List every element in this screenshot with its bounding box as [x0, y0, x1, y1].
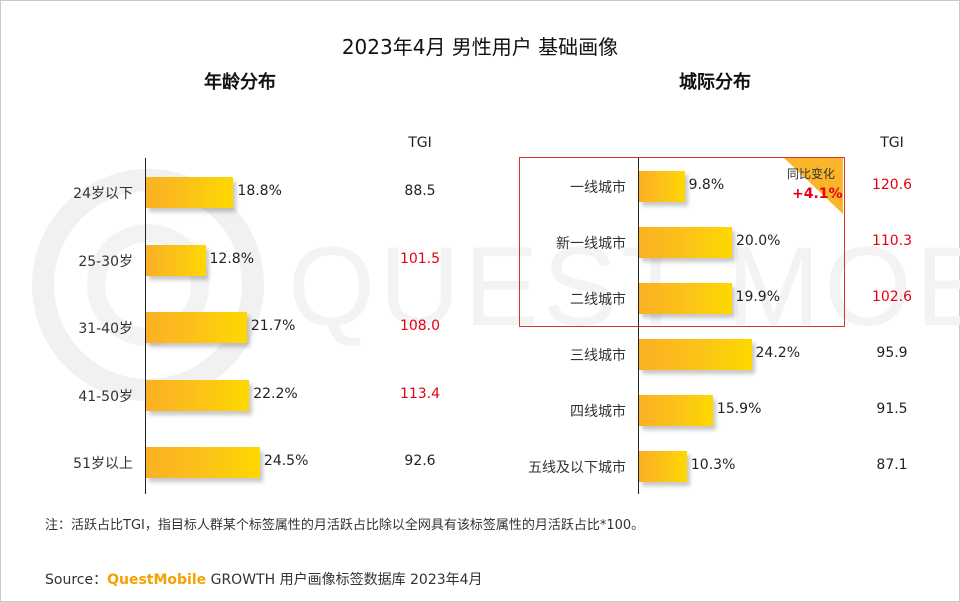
footnote: 注：活跃占比TGI，指目标人群某个标签属性的月活跃占比除以全网具有该标签属性的月… — [45, 518, 645, 533]
source-line: Source：QuestMobile GROWTH 用户画像标签数据库 2023… — [45, 569, 483, 589]
left-tgi-value: 88.5 — [404, 183, 436, 199]
left-tgi-value: 113.4 — [399, 385, 441, 402]
left-bar — [146, 244, 206, 276]
left-bar — [146, 447, 260, 478]
right-value-label: 10.3% — [690, 457, 736, 473]
left-value-label: 22.2% — [253, 385, 298, 402]
source-text: GROWTH 用户画像标签数据库 2023年4月 — [206, 572, 483, 588]
left-bar — [146, 379, 250, 411]
right-tgi-value: 95.9 — [876, 345, 908, 361]
right-tgi-value: 110.3 — [871, 233, 913, 249]
right-category-label: 一线城市 — [570, 180, 626, 196]
right-chart-title: 城际分布 — [679, 72, 751, 93]
right-tgi-value: 87.1 — [876, 457, 908, 473]
right-category-label: 新一线城市 — [556, 236, 626, 252]
right-tgi-value: 102.6 — [871, 289, 913, 305]
right-category-label: 二线城市 — [570, 292, 626, 308]
right-bar — [639, 171, 685, 202]
right-value-label: 9.8% — [688, 177, 725, 193]
left-tgi-value: 108.0 — [399, 318, 441, 334]
left-tgi-header: TGI — [408, 135, 432, 151]
left-tgi-value: 92.6 — [404, 453, 436, 469]
left-category-label: 24岁以下 — [73, 186, 133, 202]
right-bar — [639, 451, 687, 482]
right-value-label: 24.2% — [755, 345, 800, 361]
left-category-label: 41-50岁 — [78, 388, 133, 405]
right-category-label: 四线城市 — [570, 404, 626, 420]
highlight-box — [519, 157, 845, 327]
left-chart-title: 年龄分布 — [204, 72, 276, 93]
left-category-label: 31-40岁 — [78, 321, 133, 337]
right-bar — [639, 283, 732, 314]
left-value-label: 18.8% — [237, 183, 282, 199]
yoy-corner-triangle — [784, 158, 843, 214]
right-value-label: 15.9% — [716, 401, 762, 417]
right-axis-line — [638, 158, 639, 494]
right-bar — [639, 395, 713, 426]
left-bar — [146, 312, 247, 343]
yoy-value: +4.1% — [792, 186, 843, 202]
right-tgi-value: 91.5 — [876, 401, 908, 417]
source-prefix: Source： — [45, 572, 108, 588]
left-axis-line — [145, 158, 146, 494]
right-bar — [639, 339, 752, 370]
left-bar — [146, 177, 234, 208]
left-value-label: 21.7% — [250, 318, 296, 334]
right-value-label: 20.0% — [736, 233, 781, 249]
left-tgi-value: 101.5 — [399, 250, 441, 267]
chart-title: 2023年4月 男性用户 基础画像 — [341, 35, 619, 59]
right-tgi-value: 120.6 — [871, 177, 913, 193]
left-category-label: 25-30岁 — [78, 253, 133, 270]
right-value-label: 19.9% — [735, 289, 781, 305]
left-value-label: 24.5% — [263, 453, 309, 469]
right-category-label: 三线城市 — [570, 348, 626, 364]
right-tgi-header: TGI — [880, 135, 904, 151]
left-value-label: 12.8% — [209, 250, 254, 267]
left-category-label: 51岁以上 — [73, 456, 133, 472]
right-category-label: 五线及以下城市 — [528, 460, 626, 476]
right-bar — [639, 227, 732, 258]
source-brand: QuestMobile — [107, 572, 207, 588]
yoy-label: 同比变化 — [787, 167, 836, 181]
